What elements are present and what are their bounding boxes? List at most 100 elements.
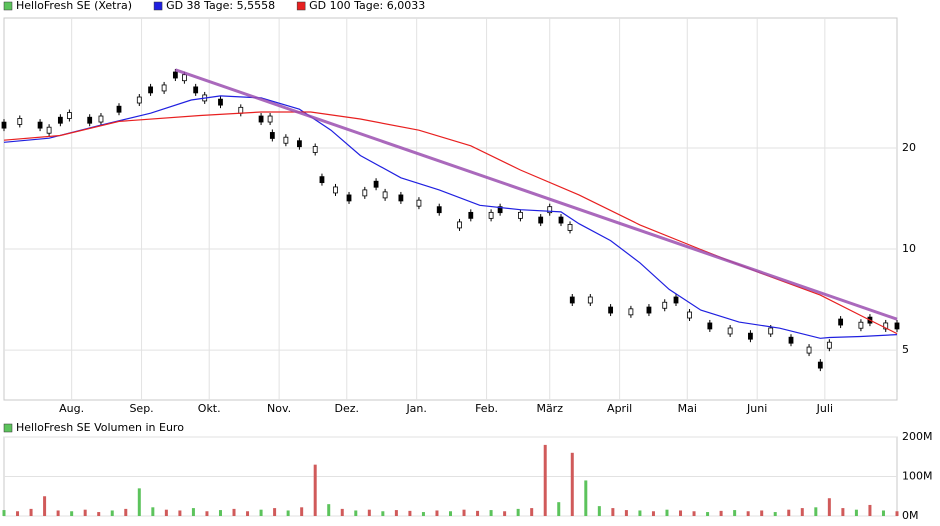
candle <box>333 186 338 194</box>
volume-bar <box>503 511 507 516</box>
volume-bar <box>367 509 371 516</box>
candle <box>362 189 368 197</box>
volume-bar <box>489 510 493 516</box>
plot-frame <box>3 17 898 401</box>
candle <box>238 106 244 114</box>
candle <box>269 132 275 139</box>
volume-bar <box>611 508 615 516</box>
candle <box>673 296 679 304</box>
x-tick-label: März <box>536 402 563 415</box>
volume-bar <box>624 510 628 516</box>
x-tick-label: Juni <box>746 402 767 415</box>
candle <box>838 318 844 326</box>
volume-bar <box>151 507 155 516</box>
candle <box>547 206 553 214</box>
volume-bar <box>110 510 114 516</box>
volume-bar <box>300 507 304 516</box>
volume-bar <box>638 510 642 516</box>
volume-bar <box>421 512 425 516</box>
candle <box>768 327 774 335</box>
volume-bar <box>340 508 344 516</box>
candle <box>346 194 352 202</box>
candle <box>382 191 388 199</box>
candle <box>858 321 864 329</box>
x-tick-label: Dez. <box>335 402 360 415</box>
candle <box>258 115 264 123</box>
volume-bar <box>246 511 250 516</box>
candle <box>182 74 187 82</box>
volume-bar <box>841 508 845 516</box>
candle <box>457 221 462 229</box>
volume-bar <box>354 510 358 516</box>
volume-bar <box>746 511 750 516</box>
volume-bar <box>313 464 317 516</box>
candle <box>567 224 573 231</box>
volume-bar <box>516 508 520 516</box>
volume-bar <box>881 510 885 516</box>
volume-bar <box>854 509 858 516</box>
volume-bar <box>178 510 182 516</box>
candle <box>283 136 289 144</box>
candle <box>267 115 273 123</box>
candle <box>662 301 668 309</box>
candle <box>98 115 104 123</box>
volume-bar <box>164 509 168 516</box>
candle <box>518 211 523 219</box>
legend-label: HelloFresh SE Volumen in Euro <box>16 421 184 434</box>
y-tick-label: 0M <box>902 509 919 522</box>
volume-bar <box>570 452 574 516</box>
volume-bar <box>97 512 101 516</box>
volume-bar <box>408 510 412 516</box>
x-tick-label: Juli <box>816 402 833 415</box>
volume-bar <box>191 508 195 516</box>
candle <box>373 180 379 188</box>
trend-line <box>174 68 898 321</box>
volume-bar <box>83 509 87 516</box>
x-tick-label: Feb. <box>475 402 498 415</box>
candle <box>37 121 43 129</box>
candle <box>17 118 23 125</box>
candle <box>161 84 167 92</box>
candle <box>817 361 823 369</box>
candle <box>193 86 199 94</box>
candle <box>319 176 325 184</box>
x-tick-label: Sep. <box>129 402 153 415</box>
moving-average-line <box>3 111 898 335</box>
candle <box>608 306 614 314</box>
volume-bar <box>814 507 818 516</box>
legend-label: GD 38 Tage: 5,5558 <box>166 0 275 12</box>
volume-bar <box>800 508 804 516</box>
candle <box>398 194 404 202</box>
candle <box>488 211 494 219</box>
candle <box>87 116 93 124</box>
volume-bar <box>259 509 263 516</box>
candle <box>788 336 794 344</box>
candle <box>646 306 652 314</box>
volume-bar <box>286 510 290 516</box>
x-tick-label: Okt. <box>198 402 221 415</box>
volume-bar <box>584 480 588 516</box>
candle <box>116 105 122 113</box>
volume-bar <box>557 502 561 516</box>
volume-bar <box>692 511 696 516</box>
volume-bar <box>530 508 534 516</box>
volume-bar <box>137 488 141 516</box>
candle <box>172 71 178 79</box>
legend-swatch <box>3 1 13 11</box>
candle <box>587 296 593 304</box>
legend-label: GD 100 Tage: 6,0033 <box>309 0 425 12</box>
volume-bar <box>29 508 33 516</box>
candle <box>727 327 733 335</box>
volume-bar <box>719 510 723 516</box>
candle <box>894 322 900 330</box>
candle <box>569 296 575 304</box>
volume-bar <box>706 512 710 516</box>
volume-bar <box>773 512 777 516</box>
volume-bar <box>827 498 831 516</box>
volume-bar <box>16 511 20 516</box>
volume-bar <box>476 510 480 516</box>
volume-bar <box>665 509 669 516</box>
candle <box>416 199 422 207</box>
legend-swatch <box>296 1 306 11</box>
volume-bar <box>218 510 222 516</box>
